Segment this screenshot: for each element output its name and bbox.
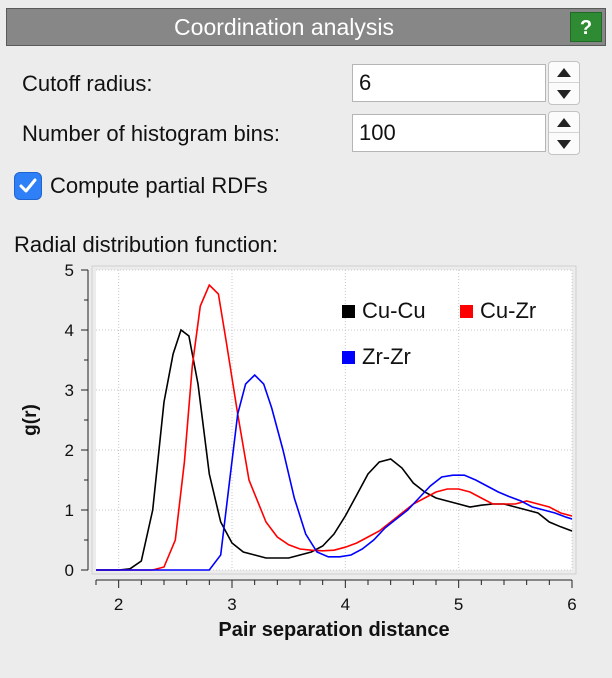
- y-tick-label: 2: [65, 441, 74, 460]
- y-tick-label: 4: [65, 321, 74, 340]
- bins-decrement-button[interactable]: [549, 133, 579, 154]
- x-tick-label: 4: [341, 595, 350, 614]
- y-tick-label: 1: [65, 501, 74, 520]
- histogram-bins-label: Number of histogram bins:: [22, 121, 280, 146]
- x-tick-label: 3: [227, 595, 236, 614]
- legend-label-cu-zr: Cu-Zr: [480, 298, 536, 323]
- series-line-cu-zr: [96, 283, 573, 571]
- x-tick-label: 6: [567, 595, 576, 614]
- checkmark-icon: [19, 178, 37, 193]
- y-tick-label: 0: [65, 561, 74, 580]
- legend-swatch-cu-zr: [460, 305, 473, 318]
- x-tick-label: 5: [454, 595, 463, 614]
- cutoff-decrement-button[interactable]: [549, 83, 579, 104]
- cutoff-radius-input[interactable]: 6: [352, 64, 546, 102]
- cutoff-radius-spinner[interactable]: [548, 61, 580, 105]
- bins-increment-button[interactable]: [549, 112, 579, 133]
- y-axis-label: g(r): [20, 404, 41, 436]
- panel-header: Coordination analysis ?: [6, 8, 606, 46]
- legend-swatch-cu-cu: [342, 305, 355, 318]
- legend-label-zr-zr: Zr-Zr: [362, 344, 411, 369]
- partial-rdfs-label: Compute partial RDFs: [50, 173, 268, 198]
- chevron-down-icon: [557, 90, 571, 99]
- cutoff-radius-label: Cutoff radius:: [22, 71, 153, 96]
- histogram-bins-input[interactable]: 100: [352, 114, 546, 152]
- help-button[interactable]: ?: [570, 12, 602, 42]
- plot-area: [96, 270, 572, 570]
- legend-swatch-zr-zr: [342, 351, 355, 364]
- rdf-section-label: Radial distribution function:: [14, 232, 279, 257]
- chevron-down-icon: [557, 140, 571, 149]
- histogram-bins-spinner[interactable]: [548, 111, 580, 155]
- chevron-up-icon: [557, 118, 571, 127]
- panel-title: Coordination analysis: [174, 14, 394, 40]
- cutoff-increment-button[interactable]: [549, 62, 579, 83]
- y-tick-label: 5: [65, 262, 74, 280]
- chevron-up-icon: [557, 68, 571, 77]
- partial-rdfs-checkbox[interactable]: [14, 172, 42, 200]
- y-tick-label: 3: [65, 381, 74, 400]
- x-tick-label: 2: [114, 595, 123, 614]
- legend-label-cu-cu: Cu-Cu: [362, 298, 426, 323]
- rdf-chart: 0 1 2 3 4 5 g(r) 2 3 4 5 6 Pair separation distance C…: [20, 262, 577, 641]
- x-axis-label: Pair separation distance: [218, 619, 449, 641]
- rdf-plot: 0 1 2 3 4 5 g(r) 2 3 4 5 6 Pair separation distance C…: [14, 262, 598, 678]
- series-line-zr-zr: [96, 373, 573, 571]
